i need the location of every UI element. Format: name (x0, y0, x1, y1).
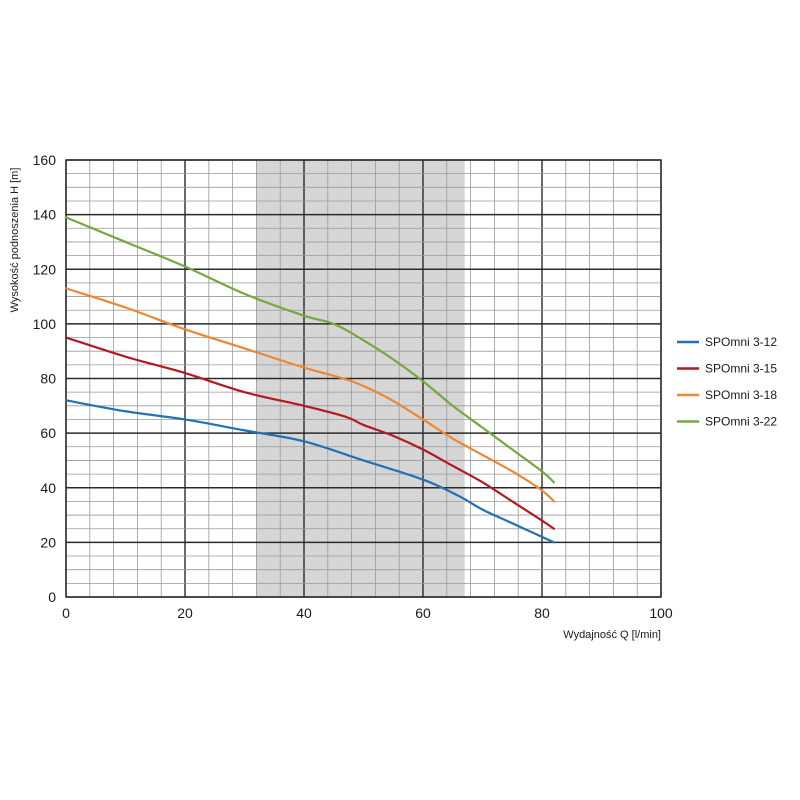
y-axis-title: Wysokość podnoszenia H [m] (9, 168, 21, 313)
legend: SPOmni 3-12 SPOmni 3-15 SPOmni 3-18 SPOmni … (677, 335, 777, 429)
plot-frame (65, 159, 662, 598)
y-tick-label: 140 (33, 207, 57, 223)
y-tick-label: 160 (33, 152, 57, 168)
tick-labels: 0 20 40 60 80 100 0 20 40 60 80 100 120 140 160 (33, 152, 673, 621)
x-tick-label: 80 (534, 605, 550, 621)
x-tick-label: 40 (296, 605, 312, 621)
y-tick-label: 100 (33, 316, 57, 332)
series-lines (64, 216, 555, 544)
x-tick-label: 100 (649, 605, 673, 621)
legend-label-spomni-3-12: SPOmni 3-12 (705, 335, 777, 349)
y-tick-label: 0 (48, 589, 56, 605)
x-tick-label: 20 (177, 605, 193, 621)
series-line-spomni-3-22 (64, 216, 555, 484)
grid (65, 159, 662, 598)
x-axis-title: Wydajność Q [l/min] (563, 629, 661, 641)
legend-label-spomni-3-18: SPOmni 3-18 (705, 388, 777, 402)
x-tick-label: 0 (62, 605, 70, 621)
series-line-spomni-3-15 (64, 336, 555, 530)
series-line-spomni-3-18 (64, 287, 555, 503)
y-tick-label: 20 (40, 534, 56, 550)
legend-label-spomni-3-15: SPOmni 3-15 (705, 362, 777, 376)
x-tick-label: 60 (415, 605, 431, 621)
series-line-spomni-3-12 (64, 399, 555, 544)
y-tick-label: 60 (40, 425, 56, 441)
y-tick-label: 80 (40, 371, 56, 387)
legend-label-spomni-3-22: SPOmni 3-22 (705, 415, 777, 429)
y-tick-label: 120 (33, 261, 57, 277)
y-tick-label: 40 (40, 480, 56, 496)
